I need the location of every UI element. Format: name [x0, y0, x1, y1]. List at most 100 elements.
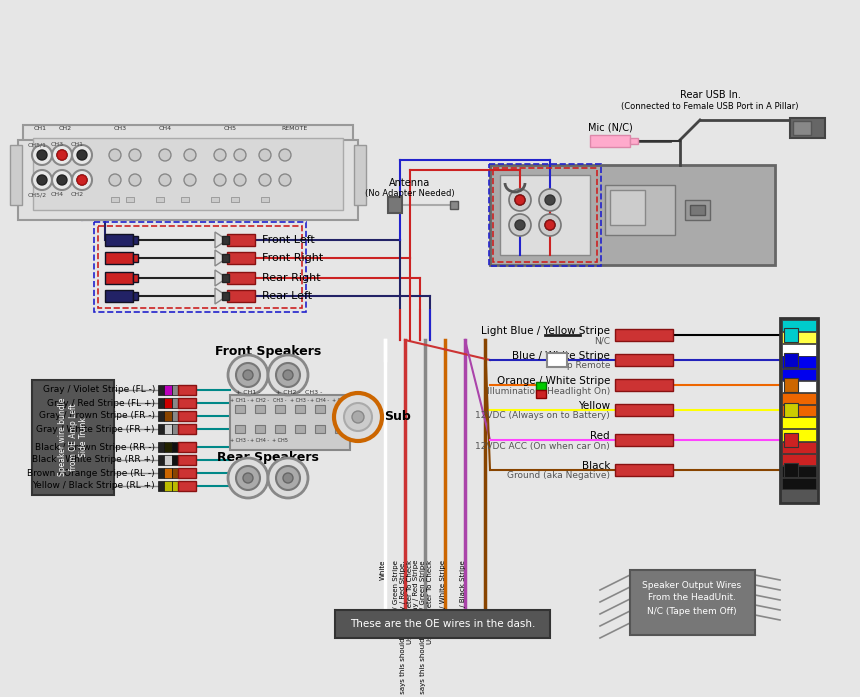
Bar — [615, 404, 673, 416]
Text: + CH4 -: + CH4 - — [250, 438, 269, 443]
Bar — [164, 468, 172, 478]
Bar — [315, 405, 325, 413]
Circle shape — [184, 149, 196, 161]
Text: N/C (Tape them Off): N/C (Tape them Off) — [648, 606, 737, 615]
Bar — [158, 411, 164, 421]
Bar — [164, 424, 172, 434]
Circle shape — [236, 363, 260, 387]
Circle shape — [279, 174, 291, 186]
Text: Black: Black — [581, 461, 610, 471]
Circle shape — [344, 403, 372, 431]
Bar — [685, 200, 710, 220]
Bar — [536, 390, 546, 398]
Bar — [782, 369, 816, 380]
Bar — [105, 234, 133, 246]
Text: CH1: CH1 — [71, 142, 83, 148]
Bar — [158, 442, 164, 452]
Text: Black / White Stripe (RR +): Black / White Stripe (RR +) — [33, 456, 155, 464]
Circle shape — [72, 145, 92, 165]
Text: These are the OE wires in the dash.: These are the OE wires in the dash. — [350, 619, 536, 629]
Text: CH5/1: CH5/1 — [28, 142, 46, 148]
Bar — [615, 434, 673, 446]
Circle shape — [283, 370, 293, 380]
Circle shape — [545, 195, 555, 205]
Text: + CH3 -: + CH3 - — [291, 397, 310, 402]
Circle shape — [32, 145, 52, 165]
Bar — [388, 197, 402, 213]
Bar — [275, 405, 285, 413]
Text: CH3 -: CH3 - — [273, 397, 286, 402]
Text: Orange / White Stripe: Orange / White Stripe — [496, 376, 610, 386]
Bar — [172, 468, 178, 478]
Circle shape — [184, 174, 196, 186]
Circle shape — [234, 174, 246, 186]
Circle shape — [509, 189, 531, 211]
Circle shape — [515, 220, 525, 230]
Bar — [172, 481, 178, 491]
Text: Red / Green Stripe
Note!!! ETM says this should be  Gray / Red Stripe.
Use Volt : Red / Green Stripe Note!!! ETM says this… — [393, 560, 413, 697]
Text: Gray / Red Stripe
Note!!! ETM says this should be Red / Green Stripe
Use Volt Me: Gray / Red Stripe Note!!! ETM says this … — [413, 560, 433, 697]
Text: Gray / Red Stripe (FL +): Gray / Red Stripe (FL +) — [47, 399, 155, 408]
Bar — [158, 424, 164, 434]
Bar — [178, 411, 196, 421]
Bar — [450, 201, 458, 209]
Bar — [172, 398, 178, 408]
Bar — [178, 455, 196, 465]
Circle shape — [334, 393, 382, 441]
Bar — [158, 385, 164, 395]
Polygon shape — [215, 250, 227, 266]
Bar — [133, 274, 138, 282]
Text: + CH1 -: + CH1 - — [236, 390, 261, 395]
Circle shape — [236, 466, 260, 490]
Bar — [178, 385, 196, 395]
Circle shape — [214, 174, 226, 186]
Text: + CH2 -: + CH2 - — [250, 397, 269, 402]
Bar — [158, 481, 164, 491]
Bar — [111, 197, 119, 202]
Text: Front Left: Front Left — [262, 235, 315, 245]
Circle shape — [545, 220, 555, 230]
Text: CH4: CH4 — [158, 125, 171, 130]
Circle shape — [515, 195, 525, 205]
Bar — [156, 197, 164, 202]
Text: CH1: CH1 — [34, 125, 46, 130]
Text: + CH1 -: + CH1 - — [230, 397, 249, 402]
Circle shape — [37, 150, 47, 160]
Circle shape — [37, 175, 47, 185]
Bar — [690, 205, 705, 215]
Bar — [172, 455, 178, 465]
Bar — [133, 236, 138, 244]
Bar — [222, 236, 229, 244]
Circle shape — [129, 174, 141, 186]
Bar — [172, 411, 178, 421]
Bar — [158, 468, 164, 478]
Text: Rear Right: Rear Right — [262, 273, 321, 283]
Bar — [782, 344, 816, 355]
Bar — [782, 442, 816, 453]
Bar — [235, 425, 245, 433]
Circle shape — [228, 355, 268, 395]
Bar — [227, 234, 255, 246]
Bar — [227, 252, 255, 264]
Circle shape — [52, 145, 72, 165]
Bar — [354, 145, 366, 205]
Bar — [490, 165, 775, 265]
Bar — [500, 175, 590, 255]
Bar — [784, 403, 798, 417]
Bar — [178, 468, 196, 478]
Bar — [547, 353, 567, 367]
Circle shape — [52, 170, 72, 190]
Text: CH2: CH2 — [58, 125, 71, 130]
Bar — [255, 425, 265, 433]
Text: CH4: CH4 — [51, 192, 64, 197]
Circle shape — [268, 355, 308, 395]
Circle shape — [276, 363, 300, 387]
Bar — [230, 395, 350, 450]
Bar — [261, 197, 269, 202]
Bar — [782, 393, 816, 404]
Bar — [335, 610, 550, 638]
Bar — [105, 252, 133, 264]
Text: Mic (N/C): Mic (N/C) — [587, 122, 632, 132]
Bar — [172, 442, 178, 452]
Bar — [782, 418, 816, 429]
